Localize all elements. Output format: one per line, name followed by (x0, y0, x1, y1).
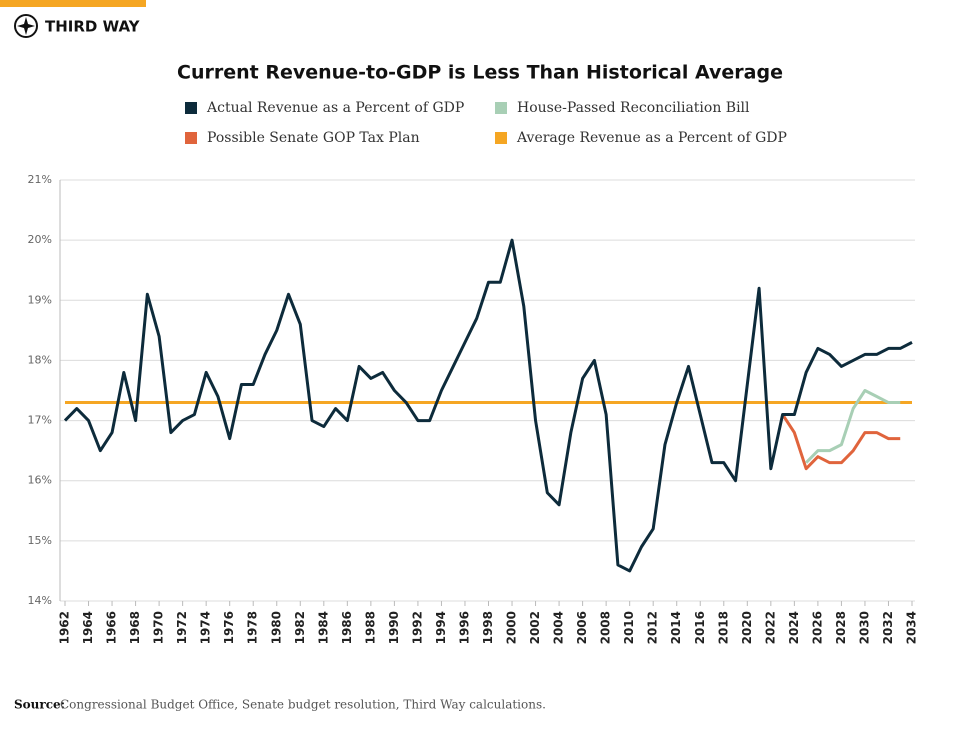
legend-label: Average Revenue as a Percent of GDP (516, 130, 787, 146)
x-tick-label: 1980 (269, 611, 283, 644)
x-tick-label: 2022 (763, 611, 777, 644)
y-tick-label: 14% (28, 594, 52, 607)
x-tick-label: 2030 (857, 611, 871, 644)
legend-label: Actual Revenue as a Percent of GDP (206, 100, 464, 116)
x-tick-label: 1982 (293, 611, 307, 644)
legend-label: Possible Senate GOP Tax Plan (207, 130, 420, 146)
source-text: Congressional Budget Office, Senate budg… (60, 698, 546, 712)
x-tick-label: 2034 (905, 611, 919, 644)
x-tick-label: 2000 (505, 611, 519, 644)
x-tick-label: 1988 (363, 611, 377, 644)
y-tick-label: 20% (28, 233, 52, 246)
x-tick-label: 2014 (669, 611, 683, 644)
legend-swatch (185, 132, 197, 144)
x-tick-label: 2026 (810, 611, 824, 644)
source-label: Source: (14, 698, 65, 712)
series-line (781, 413, 901, 471)
x-tick-label: 2018 (716, 611, 730, 644)
y-tick-label: 16% (28, 474, 52, 487)
legend-swatch (185, 102, 197, 114)
x-tick-label: 1976 (222, 611, 236, 644)
x-tick-label: 2016 (693, 611, 707, 644)
x-tick-label: 1996 (457, 611, 471, 644)
x-tick-label: 2002 (528, 611, 542, 644)
y-tick-label: 17% (28, 414, 52, 427)
x-tick-label: 2010 (622, 611, 636, 644)
x-tick-label: 1978 (246, 611, 260, 644)
x-tick-label: 1998 (481, 611, 495, 644)
x-tick-label: 2012 (646, 611, 660, 644)
x-tick-label: 1994 (434, 611, 448, 644)
x-tick-label: 1962 (58, 611, 72, 644)
x-tick-label: 2004 (552, 611, 566, 644)
legend-swatch (495, 132, 507, 144)
x-tick-label: 1984 (316, 611, 330, 644)
x-tick-label: 1964 (81, 611, 95, 644)
series-line (63, 238, 913, 573)
x-tick-label: 2032 (881, 611, 895, 644)
x-tick-label: 2024 (787, 611, 801, 644)
x-tick-label: 2008 (599, 611, 613, 644)
x-tick-label: 1986 (340, 611, 354, 644)
logo (14, 14, 38, 38)
legend-swatch (495, 102, 507, 114)
legend-label: House-Passed Reconciliation Bill (517, 100, 750, 116)
x-tick-label: 1972 (175, 611, 189, 644)
brand: THIRD WAY (45, 18, 141, 36)
x-tick-label: 1966 (105, 611, 119, 644)
x-tick-label: 1968 (128, 611, 142, 644)
x-tick-label: 1992 (410, 611, 424, 644)
y-tick-label: 19% (28, 293, 52, 306)
y-tick-label: 21% (28, 173, 52, 186)
x-tick-label: 1970 (152, 611, 166, 644)
brand-bar (0, 0, 146, 7)
y-tick-label: 15% (28, 534, 52, 547)
x-tick-label: 2006 (575, 611, 589, 644)
series-line (805, 389, 901, 464)
chart-title: Current Revenue-to-GDP is Less Than Hist… (177, 62, 783, 84)
x-tick-label: 2028 (834, 611, 848, 644)
x-tick-label: 1990 (387, 611, 401, 644)
y-tick-label: 18% (28, 353, 52, 366)
x-tick-label: 2020 (740, 611, 754, 644)
x-tick-label: 1974 (199, 611, 213, 644)
